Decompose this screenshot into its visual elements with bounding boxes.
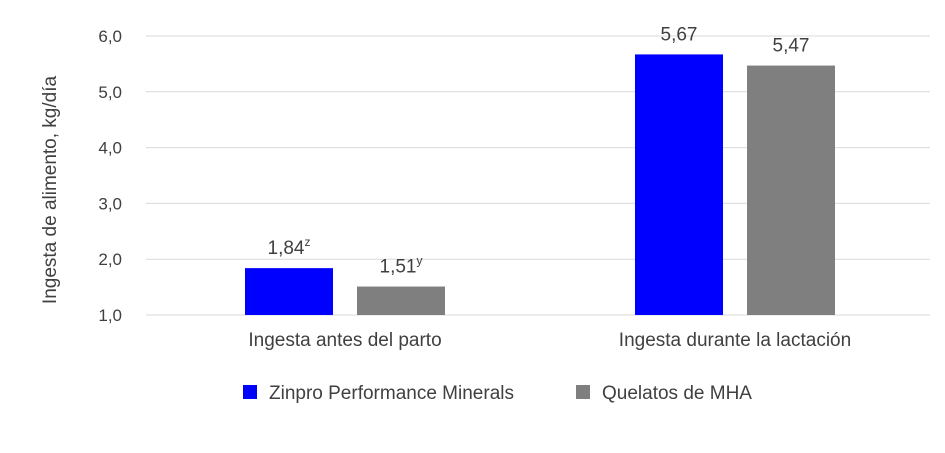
bar [357,286,445,315]
bar [747,65,835,315]
y-tick-label: 5,0 [98,83,122,102]
y-tick-label: 4,0 [98,139,122,158]
x-category-label: Ingesta antes del parto [248,330,441,351]
legend: Zinpro Performance Minerals Quelatos de M… [243,383,752,404]
y-axis-ticks: 1,0 2,0 3,0 4,0 5,0 6,0 [98,27,122,325]
legend-swatch [576,385,590,399]
y-tick-label: 6,0 [98,27,122,46]
data-label: 1,51y [380,254,423,278]
data-label: 1,84z [268,235,311,259]
bar [245,268,333,315]
x-category-label: Ingesta durante la lactación [619,330,851,351]
legend-swatch [243,385,257,399]
y-tick-label: 1,0 [98,306,122,325]
data-label: 5,47 [773,36,810,57]
bars [245,54,835,315]
x-axis-categories: Ingesta antes del parto Ingesta durante l… [248,330,851,351]
y-tick-label: 3,0 [98,194,122,213]
y-tick-label: 2,0 [98,250,122,269]
legend-label: Zinpro Performance Minerals [269,383,514,404]
data-labels: 1,84z 1,51y 5,67 5,47 [268,24,810,277]
data-label: 5,67 [661,24,698,45]
bar [635,54,723,315]
y-axis-label: Ingesta de alimento, kg/día [40,75,61,304]
legend-label: Quelatos de MHA [602,383,752,404]
